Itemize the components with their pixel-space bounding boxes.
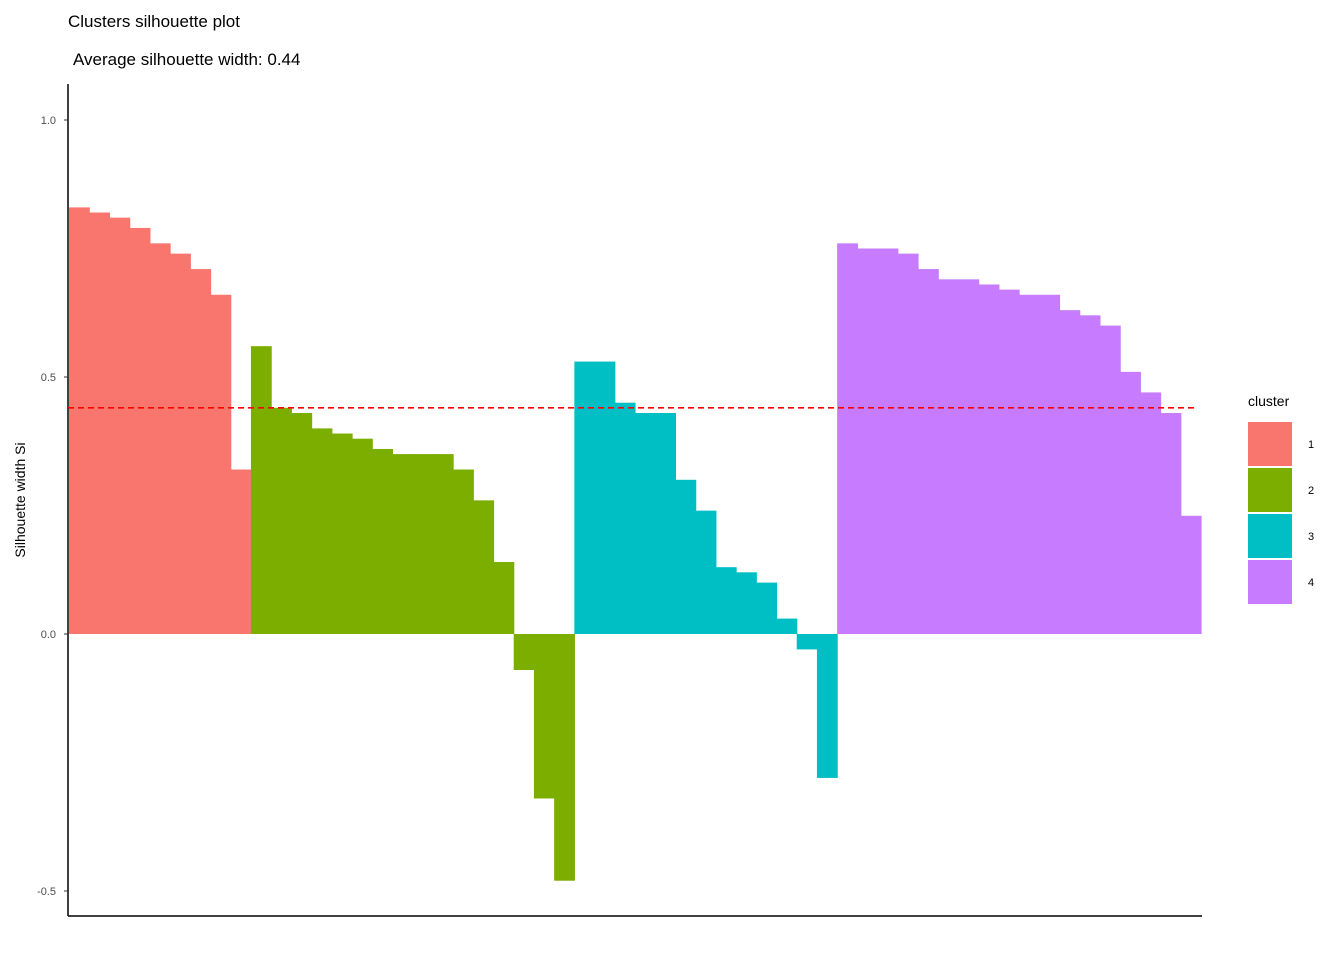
bar-cluster-4-18 (1180, 515, 1202, 634)
bar-cluster-3-9 (736, 572, 757, 634)
legend: cluster 1 2 3 4 (1248, 393, 1314, 604)
bar-cluster-4-16 (1140, 392, 1162, 634)
bar-cluster-4-15 (1120, 371, 1141, 634)
y-tick-label: 1.0 (41, 115, 56, 127)
bar-cluster-2-4 (311, 428, 333, 634)
bar-cluster-1-3 (109, 217, 131, 634)
bar-cluster-4-9 (998, 289, 1020, 634)
bar-cluster-4-6 (938, 279, 960, 634)
legend-key-1 (1248, 422, 1292, 466)
bar-cluster-3-8 (715, 567, 737, 634)
legend-label-3: 3 (1308, 531, 1314, 543)
bar-cluster-4-12 (1059, 310, 1081, 634)
bar-cluster-3-10 (756, 582, 778, 634)
bar-cluster-3-13 (816, 634, 838, 778)
bar-cluster-3-1 (574, 361, 596, 634)
bar-cluster-2-13 (493, 562, 515, 634)
bar-cluster-3-5 (655, 412, 677, 634)
bars-group (69, 207, 1202, 881)
bar-cluster-2-1 (250, 346, 272, 634)
bar-cluster-4-2 (857, 248, 879, 634)
bar-cluster-4-3 (877, 248, 899, 634)
legend-title: cluster (1248, 393, 1290, 409)
bar-cluster-4-13 (1079, 315, 1101, 634)
chart-subtitle: Average silhouette width: 0.44 (73, 50, 300, 69)
bar-cluster-4-8 (978, 284, 1000, 634)
bar-cluster-4-5 (918, 269, 939, 634)
legend-label-1: 1 (1308, 439, 1314, 451)
bar-cluster-3-2 (594, 361, 616, 634)
bar-cluster-1-8 (210, 294, 232, 634)
bar-cluster-3-6 (675, 479, 697, 634)
bar-cluster-3-3 (614, 402, 636, 634)
bar-cluster-3-12 (796, 634, 818, 650)
bar-cluster-1-6 (170, 253, 191, 634)
y-tick-label: -0.5 (37, 886, 56, 898)
bar-cluster-4-14 (1099, 325, 1121, 634)
bar-cluster-1-4 (129, 227, 151, 634)
bar-cluster-2-3 (291, 412, 313, 634)
legend-label-4: 4 (1308, 577, 1314, 589)
chart-title: Clusters silhouette plot (68, 12, 240, 31)
bar-cluster-2-15 (533, 634, 555, 799)
bar-cluster-1-7 (190, 269, 212, 634)
bar-cluster-4-7 (958, 279, 980, 634)
bar-cluster-2-9 (412, 454, 434, 634)
bar-cluster-2-10 (432, 454, 454, 634)
bar-cluster-2-6 (352, 438, 373, 634)
y-tick-label: 0.5 (41, 372, 56, 384)
legend-key-2 (1248, 468, 1292, 512)
legend-key-4 (1248, 560, 1292, 604)
bar-cluster-4-4 (897, 253, 919, 634)
legend-key-3 (1248, 514, 1292, 558)
bar-cluster-1-9 (230, 469, 252, 634)
bar-cluster-3-11 (776, 618, 798, 634)
bar-cluster-2-7 (372, 448, 394, 634)
bar-cluster-4-1 (837, 243, 858, 635)
bar-cluster-2-16 (554, 634, 575, 881)
bar-cluster-2-2 (271, 407, 292, 634)
bar-cluster-4-17 (1160, 412, 1182, 634)
bar-cluster-2-5 (331, 433, 353, 634)
bar-cluster-3-4 (635, 412, 656, 634)
bar-cluster-1-1 (69, 207, 90, 634)
legend-label-2: 2 (1308, 485, 1314, 497)
bar-cluster-4-11 (1039, 294, 1061, 634)
bar-cluster-2-8 (392, 454, 414, 634)
bar-cluster-1-2 (89, 212, 111, 634)
bar-cluster-2-12 (473, 500, 495, 634)
axes-group: -0.5 0.0 0.5 1.0 (37, 84, 1202, 917)
bar-cluster-1-5 (149, 243, 171, 635)
bar-cluster-3-7 (695, 510, 717, 634)
bar-cluster-2-14 (513, 634, 535, 670)
bar-cluster-2-11 (453, 469, 474, 634)
y-axis-label: Silhouette width Si (12, 442, 28, 557)
bar-cluster-4-10 (1019, 294, 1040, 634)
y-tick-label: 0.0 (41, 629, 56, 641)
